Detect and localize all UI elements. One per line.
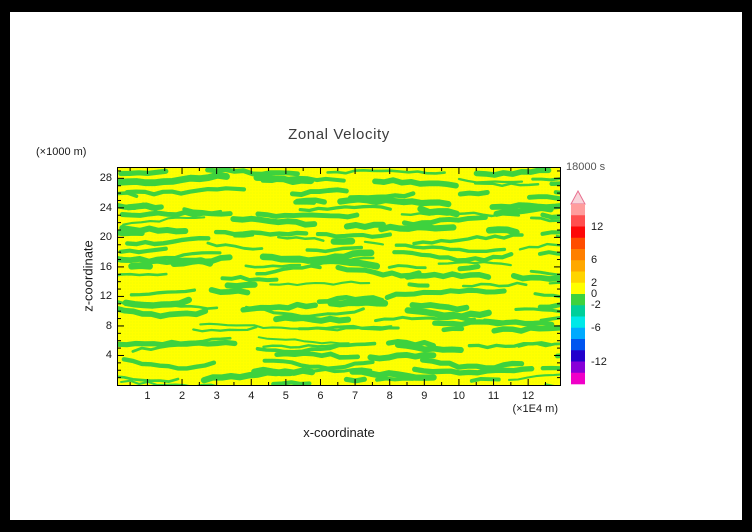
colorbar-segment	[571, 361, 585, 374]
colorbar-tick-label: -2	[591, 299, 601, 312]
colorbar-tick-label: -6	[591, 321, 601, 334]
x-tick-label: 6	[317, 390, 324, 402]
x-tick-label: 12	[522, 390, 535, 402]
colorbar-segment	[571, 305, 585, 317]
colorbar-segment	[571, 372, 585, 385]
time-annotation: 18000 s	[566, 161, 606, 173]
x-tick-label: 11	[487, 390, 500, 402]
y-tick-label: 8	[105, 319, 112, 332]
colorbar-segment	[571, 316, 585, 329]
colorbar	[570, 190, 586, 385]
x-tick-label: 3	[213, 390, 220, 402]
colorbar-segment	[571, 260, 585, 272]
colorbar-segment	[571, 237, 585, 250]
colorbar-segment	[571, 350, 585, 362]
colorbar-segment	[571, 226, 585, 239]
colorbar-tick-label: 6	[591, 254, 598, 267]
x-tick-label: 4	[248, 390, 255, 402]
x-tick-label: 1	[144, 390, 151, 402]
colorbar-tick-label: 2	[591, 276, 598, 289]
y-tick-label: 4	[105, 349, 112, 362]
colorbar-segment	[571, 327, 585, 340]
x-tick-label: 10	[452, 390, 466, 402]
y-tick-label: 12	[99, 290, 112, 303]
colorbar-segment	[571, 249, 585, 261]
y-tick-label: 24	[99, 201, 112, 214]
x-tick-label: 9	[421, 390, 428, 402]
colorbar-tick-label: 0	[591, 288, 598, 300]
y-axis-unit-label: (×1000 m)	[36, 146, 87, 158]
colorbar-segment	[571, 204, 585, 216]
colorbar-overflow-arrow-icon	[570, 190, 586, 205]
colorbar-tick-label: 12	[591, 220, 604, 233]
y-tick-label: 16	[99, 260, 112, 273]
x-tick-label: 8	[386, 390, 393, 402]
y-tick-label: 20	[99, 231, 112, 244]
contour-field-svg	[118, 168, 560, 385]
colorbar-segment	[571, 294, 585, 306]
x-tick-label: 2	[178, 390, 186, 402]
figure-title: Zonal Velocity	[288, 126, 390, 143]
x-axis-unit-label: (×1E4 m)	[512, 403, 558, 415]
x-tick-label: 5	[282, 390, 289, 402]
colorbar-segment	[571, 215, 585, 227]
velocity-field-plot	[117, 167, 561, 386]
figure-canvas: Zonal Velocity (×1000 m) z-coordinate 18…	[10, 12, 742, 520]
colorbar-segment	[571, 282, 585, 295]
x-axis-label: x-coordinate	[303, 425, 375, 440]
x-tick-label: 7	[352, 390, 359, 402]
colorbar-segment	[571, 339, 585, 351]
colorbar-tick-label: -12	[591, 355, 607, 368]
colorbar-segment	[571, 271, 585, 284]
y-tick-label: 28	[99, 172, 112, 185]
